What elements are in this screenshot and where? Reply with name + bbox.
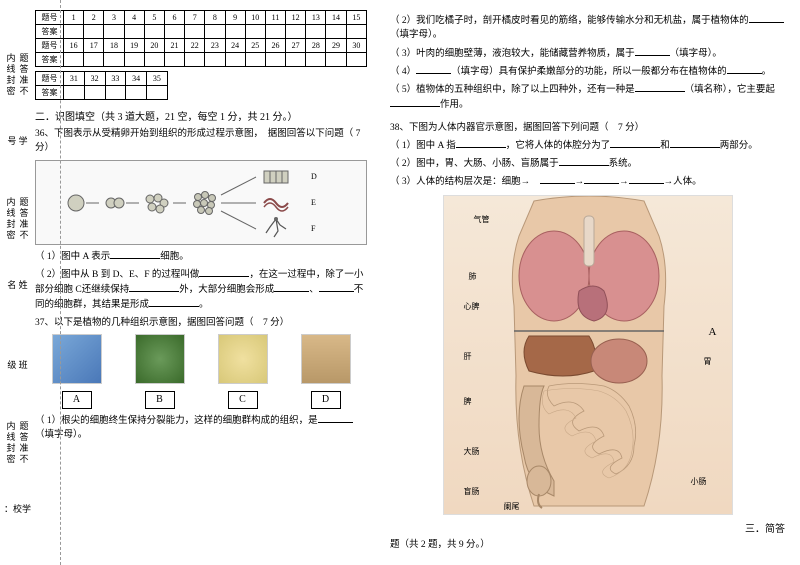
section-3-title: 三．简答 <box>390 520 785 535</box>
cell-division-diagram: D E F <box>35 160 367 245</box>
q36-p1: （ 1）图中 A 表示细胞。 <box>35 249 367 264</box>
q38-stem: 38、下图为人体内器官示意图，据图回答下列问题（ 7 分） <box>390 121 785 135</box>
margin-school: ：校学 <box>4 502 31 515</box>
svg-text:E: E <box>311 198 316 207</box>
anatomy-diagram: 气管 肺 心脾 肝 脾 大肠 盲肠 阑尾 A 胃 小肠 <box>443 195 733 515</box>
seal-text-2: 题答准不内线封密 <box>5 197 31 248</box>
margin-name: 名 姓 <box>7 278 27 291</box>
margin-student-num: 号 学 <box>7 134 27 147</box>
seal-line <box>60 0 61 565</box>
svg-text:F: F <box>311 224 316 233</box>
tissue-label-row: A B C D <box>35 391 367 409</box>
q37-stem: 37、以下是植物的几种组织示意图，据图回答问题（ 7 分） <box>35 316 367 330</box>
margin-class: 级 班 <box>7 358 27 371</box>
q37-p3: （ 3）叶肉的细胞壁薄，液泡较大，能储藏营养物质，属于（填字母）。 <box>390 46 785 61</box>
q36-p2: （ 2）图中从 B 到 D、E、F 的过程叫做，在这一过程中，除了一小部分细胞 … <box>35 267 367 313</box>
answer-table: 题号123456789101112131415 答案 题号16171819202… <box>35 10 367 67</box>
q38-p3: （ 3）人体的结构层次是：细胞→ →→→人体。 <box>390 174 785 189</box>
q38-p1: （ 1）图中 A 指，它将人体的体腔分为了和两部分。 <box>390 138 785 153</box>
q37-p4: （ 4）（填字母）具有保护柔嫩部分的功能，所以一般都分布在植物体的。 <box>390 64 785 79</box>
q37-p5: （ 5）植物体的五种组织中，除了以上四种外，还有一种是（填名称），它主要起作用。 <box>390 82 785 113</box>
seal-text-3: 题答准不内线封密 <box>5 421 31 472</box>
section-2-title: 二．识图填空（共 3 道大题，21 空，每空 1 分，共 21 分。） <box>35 108 367 123</box>
seal-text-1: 题答准不内线封密 <box>5 53 31 104</box>
section-3-sub: 题（共 2 题，共 9 分。） <box>390 538 785 552</box>
q37-p2: （ 2）我们吃橘子时，剖开橘皮时看见的筋络，能够传输水分和无机盐，属于植物体的（… <box>390 13 785 43</box>
q37-p1: （ 1）根尖的细胞终生保持分裂能力，这样的细胞群构成的组织，是（填字母）。 <box>35 413 367 443</box>
answer-table-2: 题号3132333435 答案 <box>35 71 168 100</box>
q38-p2: （ 2）图中，胃、大肠、小肠、盲肠属于系统。 <box>390 156 785 171</box>
tissue-diagram-row <box>35 334 367 387</box>
svg-text:D: D <box>311 172 317 181</box>
q36-stem: 36、下图表示从受精卵开始到组织的形成过程示意图， 据图回答以下问题（ 7分） <box>35 127 367 156</box>
